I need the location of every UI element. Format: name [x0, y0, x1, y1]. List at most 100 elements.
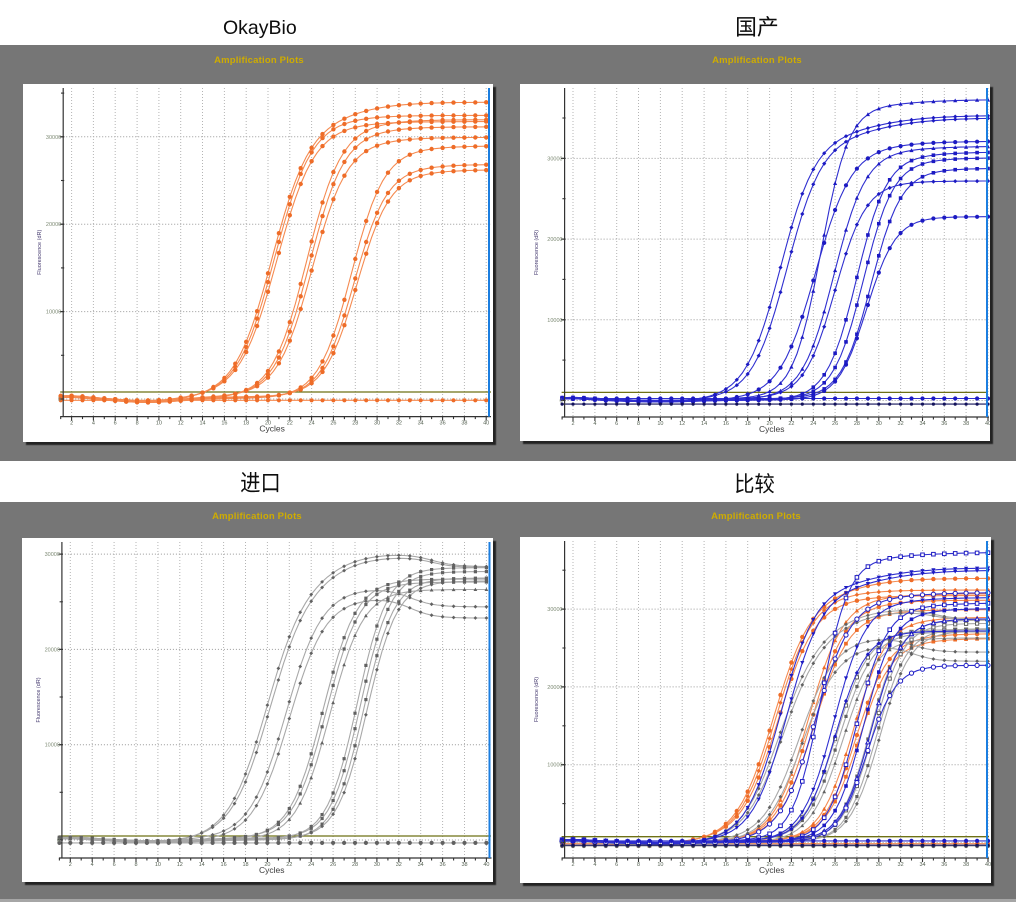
svg-text:Fluorescence (dR): Fluorescence (dR): [534, 230, 540, 275]
svg-text:0: 0: [560, 841, 563, 847]
svg-text:14: 14: [701, 862, 707, 868]
svg-text:8: 8: [637, 862, 640, 868]
svg-text:32: 32: [898, 862, 904, 868]
svg-text:12: 12: [679, 862, 685, 868]
svg-text:24: 24: [308, 862, 314, 868]
svg-text:Fluorescence (dR): Fluorescence (dR): [37, 230, 43, 275]
svg-text:28: 28: [854, 421, 860, 427]
svg-text:40: 40: [483, 862, 489, 868]
svg-text:10: 10: [657, 862, 663, 868]
svg-text:30: 30: [374, 862, 380, 868]
svg-text:20000: 20000: [46, 222, 61, 228]
svg-text:32: 32: [396, 421, 402, 427]
svg-text:20: 20: [767, 421, 773, 427]
svg-text:10000: 10000: [46, 310, 61, 316]
svg-text:20000: 20000: [547, 237, 562, 243]
svg-text:4: 4: [92, 421, 95, 427]
svg-text:12: 12: [178, 421, 184, 427]
svg-text:40: 40: [985, 862, 991, 868]
svg-text:18: 18: [242, 862, 248, 868]
svg-text:Fluorescence (dR): Fluorescence (dR): [534, 677, 540, 722]
svg-text:8: 8: [136, 421, 139, 427]
svg-text:8: 8: [134, 862, 137, 868]
svg-text:30000: 30000: [547, 607, 562, 613]
svg-text:40: 40: [985, 421, 990, 427]
svg-text:20000: 20000: [45, 647, 60, 653]
svg-text:34: 34: [418, 862, 424, 868]
svg-text:10000: 10000: [547, 763, 562, 769]
svg-text:20: 20: [265, 421, 271, 427]
svg-text:28: 28: [854, 862, 860, 868]
svg-text:26: 26: [330, 862, 336, 868]
svg-text:8: 8: [637, 421, 640, 427]
svg-text:22: 22: [788, 862, 794, 868]
svg-text:2: 2: [571, 862, 574, 868]
svg-text:30: 30: [876, 421, 882, 427]
svg-text:Cycles: Cycles: [259, 424, 285, 434]
svg-text:22: 22: [287, 421, 293, 427]
svg-text:36: 36: [941, 421, 947, 427]
svg-text:20: 20: [767, 862, 773, 868]
svg-text:10: 10: [155, 862, 161, 868]
svg-text:14: 14: [199, 421, 205, 427]
svg-text:28: 28: [352, 862, 358, 868]
svg-text:26: 26: [330, 421, 336, 427]
svg-text:Cycles: Cycles: [759, 865, 785, 875]
svg-text:10000: 10000: [547, 318, 562, 324]
svg-text:10: 10: [156, 421, 162, 427]
svg-text:2: 2: [571, 421, 574, 427]
svg-text:38: 38: [461, 862, 467, 868]
svg-text:32: 32: [396, 862, 402, 868]
svg-text:30000: 30000: [547, 156, 562, 162]
svg-text:32: 32: [898, 421, 904, 427]
svg-text:16: 16: [723, 862, 729, 868]
svg-text:14: 14: [199, 862, 205, 868]
svg-text:6: 6: [615, 421, 618, 427]
svg-text:4: 4: [593, 421, 596, 427]
svg-text:30000: 30000: [45, 552, 60, 558]
svg-text:4: 4: [593, 862, 596, 868]
svg-text:12: 12: [679, 421, 685, 427]
svg-text:10000: 10000: [45, 743, 60, 749]
svg-text:38: 38: [963, 862, 969, 868]
svg-text:6: 6: [113, 862, 116, 868]
svg-text:18: 18: [745, 862, 751, 868]
svg-text:18: 18: [243, 421, 249, 427]
svg-text:24: 24: [309, 421, 315, 427]
svg-text:36: 36: [440, 421, 446, 427]
svg-text:30: 30: [374, 421, 380, 427]
svg-text:18: 18: [745, 421, 751, 427]
svg-text:10: 10: [657, 421, 663, 427]
svg-text:22: 22: [286, 862, 292, 868]
svg-text:Fluorescence (dR): Fluorescence (dR): [36, 677, 42, 722]
svg-text:20: 20: [264, 862, 270, 868]
svg-text:36: 36: [941, 862, 947, 868]
svg-text:14: 14: [701, 421, 707, 427]
svg-text:6: 6: [114, 421, 117, 427]
svg-text:34: 34: [418, 421, 424, 427]
svg-text:38: 38: [461, 421, 467, 427]
svg-text:40: 40: [483, 421, 489, 427]
svg-text:34: 34: [919, 862, 925, 868]
svg-text:20000: 20000: [547, 685, 562, 691]
svg-text:0: 0: [58, 397, 61, 403]
svg-text:Cycles: Cycles: [759, 424, 785, 434]
svg-text:6: 6: [615, 862, 618, 868]
svg-text:24: 24: [810, 862, 816, 868]
svg-text:16: 16: [221, 421, 227, 427]
svg-text:26: 26: [832, 421, 838, 427]
svg-text:38: 38: [963, 421, 969, 427]
svg-text:24: 24: [810, 421, 816, 427]
svg-text:30000: 30000: [46, 135, 61, 141]
svg-text:0: 0: [57, 838, 60, 844]
svg-text:12: 12: [177, 862, 183, 868]
svg-text:2: 2: [70, 421, 73, 427]
svg-text:26: 26: [832, 862, 838, 868]
svg-text:16: 16: [723, 421, 729, 427]
svg-text:36: 36: [440, 862, 446, 868]
svg-text:28: 28: [352, 421, 358, 427]
svg-text:30: 30: [876, 862, 882, 868]
svg-text:4: 4: [91, 862, 94, 868]
svg-text:22: 22: [788, 421, 794, 427]
svg-text:16: 16: [221, 862, 227, 868]
